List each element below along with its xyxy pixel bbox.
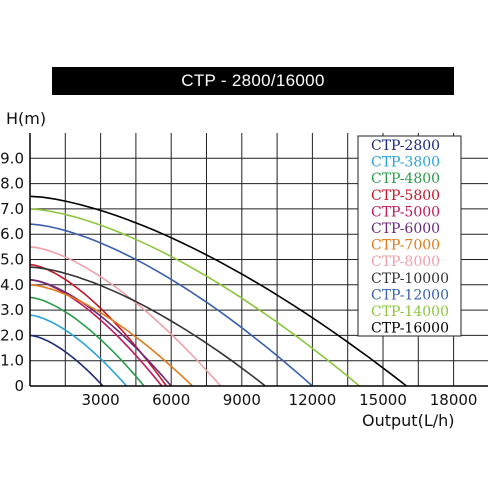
axes [29, 133, 488, 387]
y-tick-label: 0 [14, 377, 24, 395]
y-tick-label: 3.0 [0, 301, 24, 319]
series-line-ctp-7000 [29, 284, 193, 387]
y-tick-label: 1.0 [0, 352, 24, 370]
x-tick-label: 12000 [289, 391, 337, 409]
legend-item: CTP-6000 [371, 221, 440, 237]
series-line-ctp-8000 [29, 246, 222, 387]
legend-item: CTP-10000 [371, 271, 449, 287]
x-tick-label: 15000 [359, 391, 407, 409]
series-line-ctp-14000 [29, 208, 361, 387]
chart-title: CTP - 2800/16000 [52, 67, 454, 95]
y-tick-label: 2.0 [0, 326, 24, 344]
legend-item: CTP-14000 [371, 304, 449, 320]
legend-item: CTP-16000 [371, 321, 449, 337]
grid: 0 1.0 2.0 3.0 4.0 5.0 6.0 7.0 8.0 9.0 3000 6000 9000… [0, 133, 488, 409]
y-tick-label: 7.0 [0, 200, 24, 218]
legend-box [357, 135, 462, 337]
y-tick-label: 9.0 [0, 149, 24, 167]
series-line-ctp-12000 [29, 223, 313, 387]
series-line-ctp-4800 [29, 296, 145, 387]
x-tick-label: 6000 [152, 391, 190, 409]
series-line-ctp-16000 [29, 195, 407, 387]
y-tick-label: 6.0 [0, 225, 24, 243]
series-line-ctp-5000 [29, 278, 163, 387]
y-tick-label: 4.0 [0, 276, 24, 294]
series-lines [29, 195, 407, 387]
legend-item: CTP-4800 [371, 171, 440, 187]
legend-item: CTP-7000 [371, 238, 440, 254]
x-axis-label: Output(L/h) [362, 411, 455, 430]
legend-item: CTP-5000 [371, 204, 440, 220]
legend: CTP-2800CTP-3800CTP-4800CTP-5800CTP-5000… [357, 135, 462, 337]
legend-item: CTP-8000 [371, 254, 440, 270]
series-line-ctp-6000 [29, 278, 172, 387]
legend-item: CTP-5800 [371, 188, 440, 204]
series-line-ctp-10000 [29, 266, 266, 387]
x-tick-label: 9000 [223, 391, 261, 409]
series-line-ctp-3800 [29, 314, 128, 387]
y-axis-label: H(m) [6, 109, 46, 128]
y-tick-label: 5.0 [0, 251, 24, 269]
legend-item: CTP-3800 [371, 155, 440, 171]
x-tick-label: 18000 [430, 391, 478, 409]
legend-item: CTP-12000 [371, 287, 449, 303]
x-tick-label: 3000 [82, 391, 120, 409]
y-tick-label: 8.0 [0, 175, 24, 193]
legend-item: CTP-2800 [371, 138, 440, 154]
series-line-ctp-2800 [29, 334, 104, 387]
